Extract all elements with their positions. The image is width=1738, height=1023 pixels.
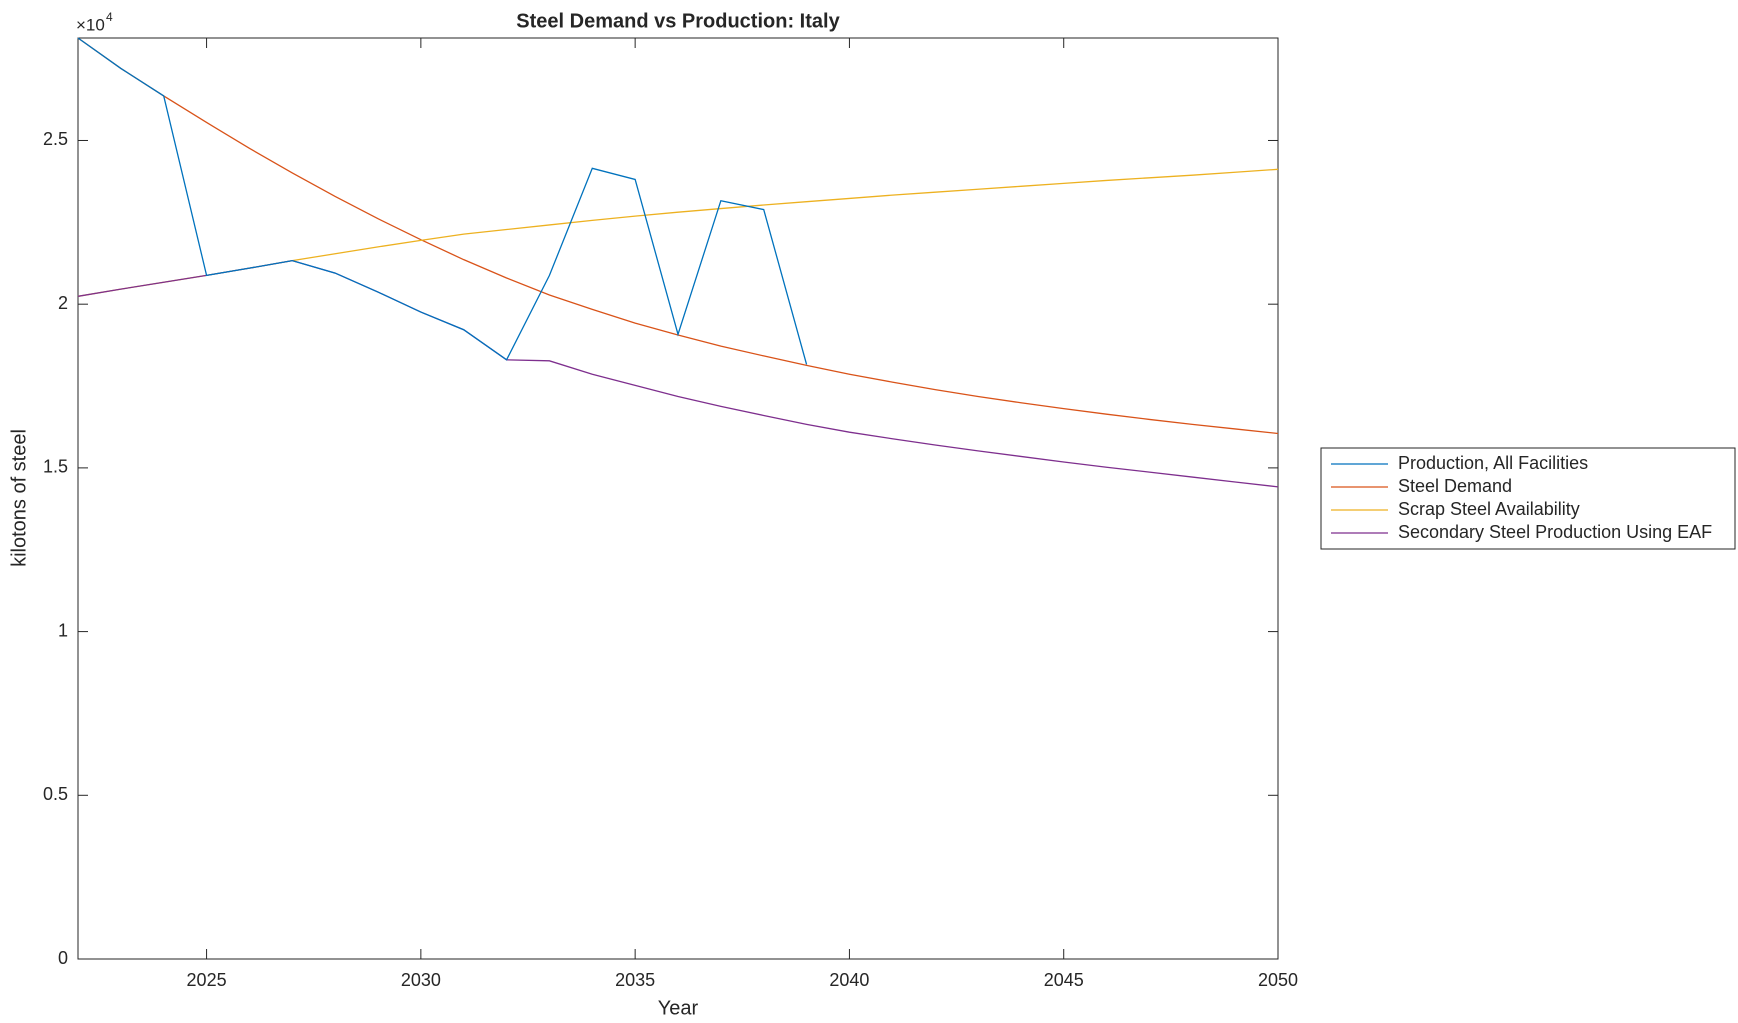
legend-label: Production, All Facilities <box>1398 453 1588 473</box>
y-exponent: ×10 <box>76 15 105 34</box>
series-line <box>77 259 1279 488</box>
y-tick-label: 2 <box>58 293 68 313</box>
series-line <box>77 168 1279 297</box>
x-axis-label: Year <box>658 997 699 1019</box>
y-exponent-power: 4 <box>106 10 113 24</box>
x-tick-label: 2035 <box>615 970 655 990</box>
x-tick-label: 2045 <box>1044 970 1084 990</box>
x-tick-label: 2040 <box>829 970 869 990</box>
y-tick-label: 1.5 <box>43 457 68 477</box>
x-tick-label: 2050 <box>1258 970 1298 990</box>
series-line <box>77 37 808 365</box>
series-line <box>77 37 1279 435</box>
legend-label: Secondary Steel Production Using EAF <box>1398 522 1712 542</box>
x-tick-label: 2025 <box>187 970 227 990</box>
legend-box <box>1320 447 1736 550</box>
legend-label: Steel Demand <box>1398 476 1512 496</box>
legend-label: Scrap Steel Availability <box>1398 499 1580 519</box>
plot-box <box>77 37 1279 960</box>
y-tick-label: 1 <box>58 620 68 640</box>
x-tick-label: 2030 <box>401 970 441 990</box>
y-tick-label: 0 <box>58 948 68 968</box>
y-axis-label: kilotons of steel <box>8 429 30 567</box>
chart-title: Steel Demand vs Production: Italy <box>516 10 840 32</box>
y-tick-label: 0.5 <box>43 784 68 804</box>
y-tick-label: 2.5 <box>43 129 68 149</box>
